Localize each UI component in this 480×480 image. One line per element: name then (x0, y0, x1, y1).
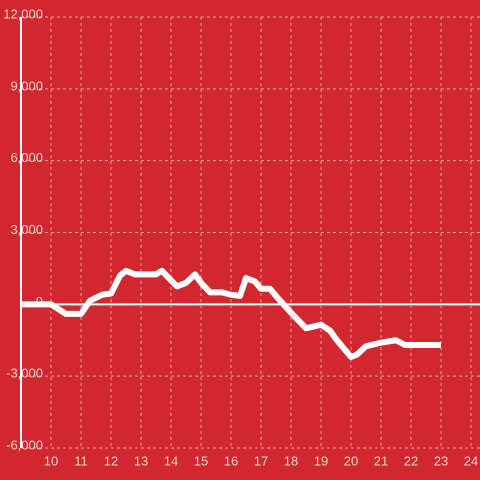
y-tick-label: -3,000 (6, 366, 43, 381)
x-tick-label: 21 (374, 453, 388, 468)
x-tick-label: 12 (104, 453, 118, 468)
grid (21, 16, 480, 449)
line-series (21, 267, 441, 361)
y-tick-label: 6,000 (10, 150, 43, 165)
x-tick-label: 10 (44, 453, 58, 468)
x-tick-label: 11 (74, 453, 88, 468)
x-tick-label: 18 (284, 453, 298, 468)
plot: -6,000 -3,000 0 3,000 6,000 9,000 12,000 10 11 12… (3, 6, 478, 468)
x-tick-label: 13 (134, 453, 148, 468)
x-tick-label: 20 (344, 453, 358, 468)
x-tick-label: 22 (404, 453, 418, 468)
y-tick-label: 9,000 (10, 78, 43, 93)
x-tick-label: 16 (224, 453, 238, 468)
x-tick-label: 15 (194, 453, 208, 468)
x-tick-label: 19 (314, 453, 328, 468)
x-tick-label: 17 (254, 453, 268, 468)
y-tick-label: 3,000 (10, 222, 43, 237)
x-tick-label: 14 (164, 453, 178, 468)
y-tick-label: 12,000 (3, 6, 43, 21)
y-tick-label: 0 (36, 294, 43, 309)
x-tick-label: 24 (464, 453, 478, 468)
x-tick-label: 23 (434, 453, 448, 468)
y-tick-label: -6,000 (6, 437, 43, 452)
